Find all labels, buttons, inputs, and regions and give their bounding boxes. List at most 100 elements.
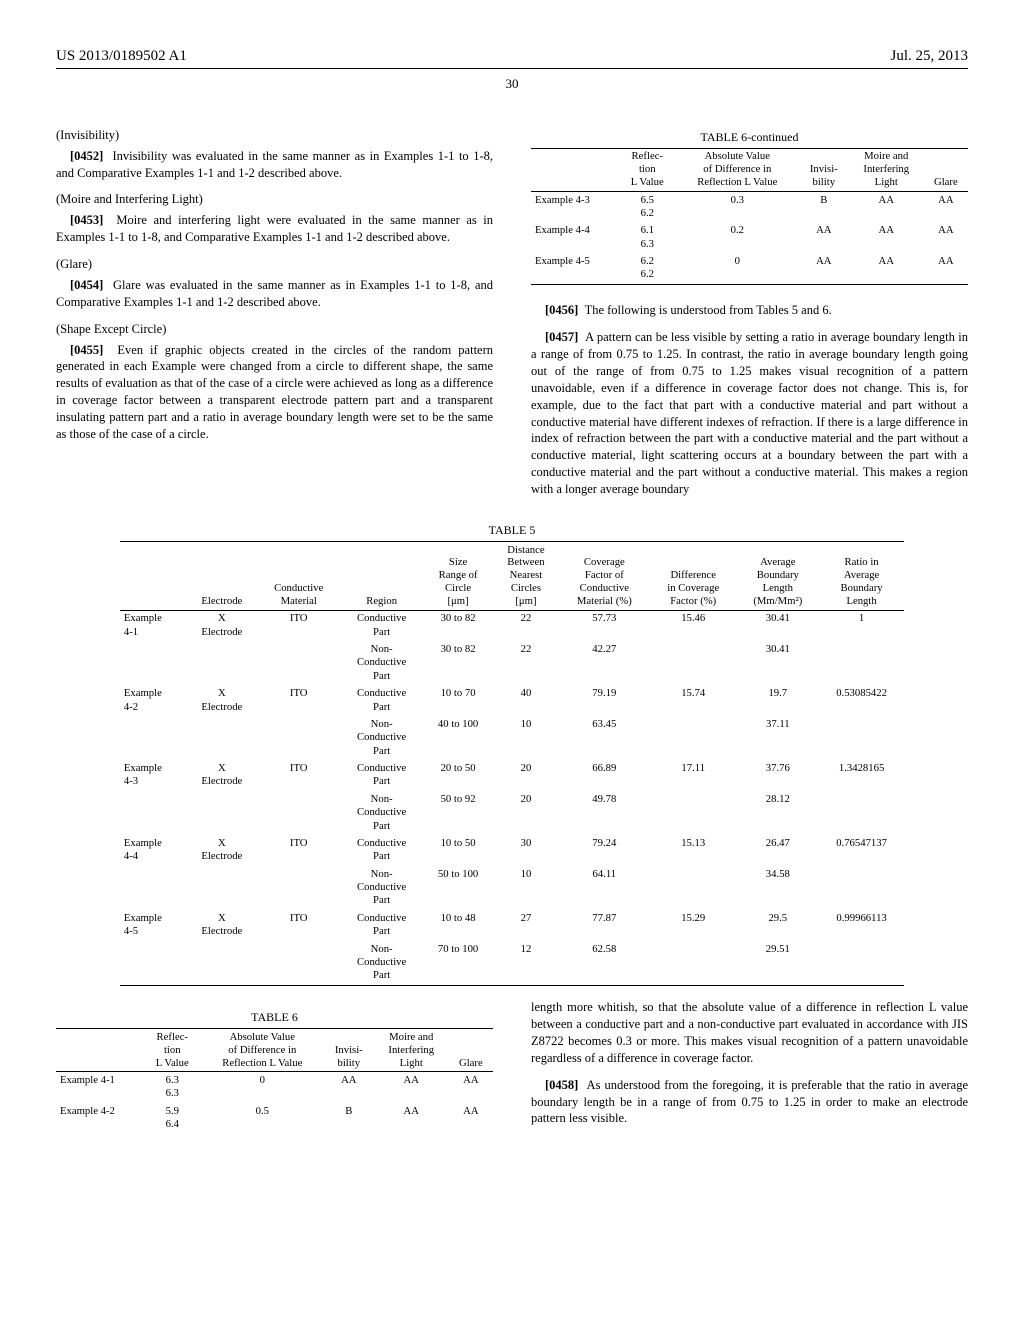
table-header: SizeRange ofCircle[μm] bbox=[423, 542, 493, 611]
table-header: ConductiveMaterial bbox=[257, 542, 340, 611]
table-cell: 29.5 bbox=[737, 910, 819, 941]
table-cell: 30 bbox=[493, 835, 559, 866]
table-cell: 0.53085422 bbox=[819, 685, 904, 716]
doc-date: Jul. 25, 2013 bbox=[890, 46, 968, 66]
table-cell: 12 bbox=[493, 941, 559, 986]
table-cell: 0.99966113 bbox=[819, 910, 904, 941]
table-cell: XElectrode bbox=[186, 760, 257, 791]
table-cell: Example4-5 bbox=[120, 910, 187, 941]
table-cell: ConductivePart bbox=[340, 910, 423, 941]
paragraph-continuation: length more whitish, so that the absolut… bbox=[531, 999, 968, 1067]
table-cell: AA bbox=[849, 253, 924, 284]
table-header: Differencein CoverageFactor (%) bbox=[650, 542, 737, 611]
paragraph: [0457] A pattern can be less visible by … bbox=[531, 329, 968, 498]
table-cell: ITO bbox=[257, 835, 340, 866]
table-cell bbox=[819, 641, 904, 685]
table-cell: 20 bbox=[493, 760, 559, 791]
table-cell bbox=[257, 716, 340, 760]
table-cell bbox=[257, 866, 340, 910]
table-row: Example 4-36.56.20.3BAAAA bbox=[531, 192, 968, 223]
table-cell: 1 bbox=[819, 610, 904, 641]
table-cell: 40 to 100 bbox=[423, 716, 493, 760]
table-cell: 10 bbox=[493, 866, 559, 910]
table-cell: Non-ConductivePart bbox=[340, 791, 423, 835]
table-cell: 37.11 bbox=[737, 716, 819, 760]
table-cell: 10 to 48 bbox=[423, 910, 493, 941]
table-cell: Example4-4 bbox=[120, 835, 187, 866]
page-header: US 2013/0189502 A1 Jul. 25, 2013 bbox=[56, 46, 968, 69]
table-cell: 29.51 bbox=[737, 941, 819, 986]
table-cell: 10 to 50 bbox=[423, 835, 493, 866]
table-cell: 10 bbox=[493, 716, 559, 760]
table-row: Non-ConductivePart50 to 922049.7828.12 bbox=[120, 791, 904, 835]
table-cell: 30.41 bbox=[737, 610, 819, 641]
para-text: A pattern can be less visible by setting… bbox=[531, 330, 968, 496]
table-cell bbox=[257, 941, 340, 986]
doc-id: US 2013/0189502 A1 bbox=[56, 46, 187, 66]
table-cell bbox=[120, 791, 187, 835]
table-cell: 0 bbox=[676, 253, 799, 284]
table-cell bbox=[819, 716, 904, 760]
table-row: Non-ConductivePart70 to 1001262.5829.51 bbox=[120, 941, 904, 986]
table-cell: AA bbox=[849, 222, 924, 253]
table-header: Absolute Valueof Difference inReflection… bbox=[201, 1029, 324, 1072]
paragraph: [0455] Even if graphic objects created i… bbox=[56, 342, 493, 443]
table-cell: AA bbox=[924, 222, 968, 253]
table-row: Example4-2XElectrodeITOConductivePart10 … bbox=[120, 685, 904, 716]
table-cell: AA bbox=[449, 1103, 493, 1134]
table-header: Absolute Valueof Difference inReflection… bbox=[676, 148, 799, 191]
table-cell: 17.11 bbox=[650, 760, 737, 791]
para-label: [0454] bbox=[70, 278, 103, 292]
table-cell: 22 bbox=[493, 641, 559, 685]
table-row: Example 4-16.36.30AAAAAA bbox=[56, 1072, 493, 1103]
table-cell bbox=[650, 641, 737, 685]
bottom-left-column: TABLE 6 Reflec-tionL ValueAbsolute Value… bbox=[56, 999, 493, 1137]
section-title: (Moire and Interfering Light) bbox=[56, 191, 493, 208]
table-header bbox=[531, 148, 619, 191]
table-cell: Example 4-4 bbox=[531, 222, 619, 253]
paragraph: [0454] Glare was evaluated in the same m… bbox=[56, 277, 493, 311]
right-column: TABLE 6-continued Reflec-tionL ValueAbso… bbox=[531, 119, 968, 508]
table-row: Example 4-25.96.40.5BAAAA bbox=[56, 1103, 493, 1134]
table-cell: AA bbox=[799, 253, 849, 284]
table-cell: B bbox=[799, 192, 849, 223]
para-text: Moire and interfering light were evaluat… bbox=[56, 213, 493, 244]
table-cell bbox=[120, 866, 187, 910]
table-cell: 63.45 bbox=[559, 716, 650, 760]
table-5: ElectrodeConductiveMaterialRegionSizeRan… bbox=[120, 541, 904, 985]
table-cell: 79.19 bbox=[559, 685, 650, 716]
paragraph: [0456] The following is understood from … bbox=[531, 302, 968, 319]
table-header: Moire andInterferingLight bbox=[849, 148, 924, 191]
table-cell: 49.78 bbox=[559, 791, 650, 835]
table-header: Invisi-bility bbox=[324, 1029, 374, 1072]
table-header: CoverageFactor ofConductiveMaterial (%) bbox=[559, 542, 650, 611]
para-label: [0458] bbox=[545, 1078, 578, 1092]
table-row: Example 4-46.16.30.2AAAAAA bbox=[531, 222, 968, 253]
table-cell: Non-ConductivePart bbox=[340, 641, 423, 685]
table-cell bbox=[186, 716, 257, 760]
table-cell: 0.76547137 bbox=[819, 835, 904, 866]
table-header: Ratio inAverageBoundaryLength bbox=[819, 542, 904, 611]
table-cell: AA bbox=[849, 192, 924, 223]
table-cell bbox=[650, 866, 737, 910]
table-cell: 10 to 70 bbox=[423, 685, 493, 716]
section-title: (Invisibility) bbox=[56, 127, 493, 144]
table-cell: 1.3428165 bbox=[819, 760, 904, 791]
table-cell: XElectrode bbox=[186, 610, 257, 641]
table-title: TABLE 6-continued bbox=[531, 129, 968, 145]
table-cell: ITO bbox=[257, 685, 340, 716]
table-cell: 34.58 bbox=[737, 866, 819, 910]
table-cell: ITO bbox=[257, 610, 340, 641]
table-cell: Example4-2 bbox=[120, 685, 187, 716]
table-cell bbox=[186, 641, 257, 685]
table-cell: 0 bbox=[201, 1072, 324, 1103]
table-cell: 66.89 bbox=[559, 760, 650, 791]
para-label: [0455] bbox=[70, 343, 103, 357]
table-header: Moire andInterferingLight bbox=[374, 1029, 449, 1072]
table-cell: Non-ConductivePart bbox=[340, 716, 423, 760]
table-cell: 15.74 bbox=[650, 685, 737, 716]
table-header: Reflec-tionL Value bbox=[144, 1029, 201, 1072]
table-cell: AA bbox=[924, 253, 968, 284]
table-cell: 27 bbox=[493, 910, 559, 941]
table-cell: 0.5 bbox=[201, 1103, 324, 1134]
